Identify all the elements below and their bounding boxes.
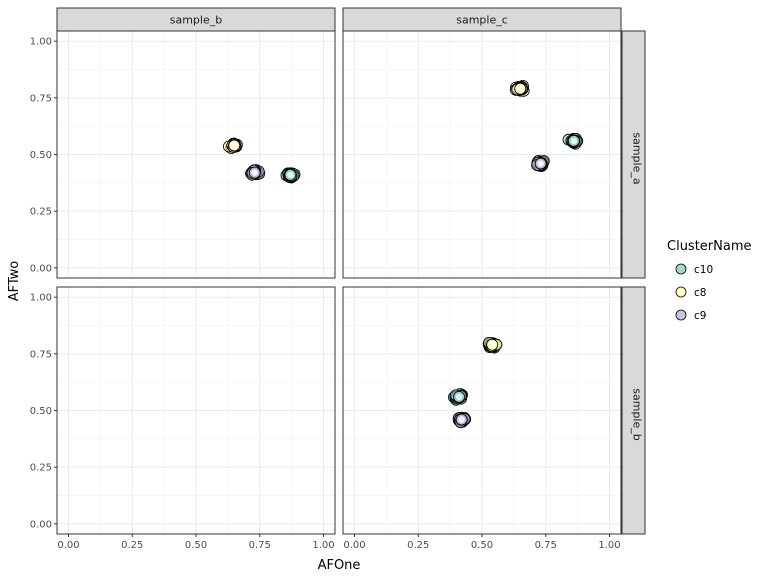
data-point-highlight [489, 341, 496, 348]
x-tick-label: 1.00 [312, 540, 334, 551]
y-tick-label: 1.00 [30, 293, 52, 304]
x-tick-label: 0.50 [471, 540, 493, 551]
x-tick-label: 0.25 [121, 540, 143, 551]
x-tick-label: 0.75 [249, 540, 271, 551]
y-tick-label: 0.50 [30, 150, 52, 161]
cluster-c8-sample_a-sample_b [223, 137, 243, 154]
data-point-highlight [455, 393, 463, 401]
y-tick-label: 0.50 [30, 406, 52, 417]
cluster-c8-sample_a-sample_c [509, 79, 530, 97]
legend-label-c8: c8 [694, 287, 706, 299]
data-point-highlight [570, 137, 578, 145]
legend-label-c9: c9 [694, 310, 706, 322]
cluster-c9-sample_a-sample_b [245, 164, 266, 181]
y-tick-label: 0.25 [30, 207, 52, 218]
data-point-highlight [231, 142, 238, 149]
y-tick-label: 0.00 [30, 519, 52, 530]
cluster-c9-sample_a-sample_c [531, 154, 550, 172]
strip-col-label-sample_c: sample_c [456, 14, 508, 27]
y-tick-label: 0.25 [30, 463, 52, 474]
x-tick-label: 1.00 [598, 540, 620, 551]
strip-col-label-sample_b: sample_b [170, 14, 222, 27]
x-tick-label: 0.25 [407, 540, 429, 551]
data-point-highlight [517, 85, 524, 92]
x-axis-title: AFOne [318, 558, 361, 573]
data-point-highlight [251, 169, 258, 176]
legend-key-c9 [675, 309, 687, 321]
y-tick-label: 0.75 [30, 349, 52, 360]
data-point-highlight [287, 171, 294, 179]
data-point-highlight [537, 160, 544, 167]
cluster-c10-sample_a-sample_c [562, 132, 584, 150]
legend-key-c8 [675, 286, 687, 298]
panel-border [342, 30, 622, 279]
legend-label-c10: c10 [694, 264, 713, 276]
cluster-c10-sample_b-sample_c [448, 388, 468, 406]
x-tick-label: 0.50 [185, 540, 207, 551]
data-point-highlight [458, 416, 465, 423]
legend-title: ClusterName [667, 239, 752, 254]
y-axis-title: AFTwo [7, 261, 22, 302]
y-tick-label: 0.75 [30, 93, 52, 104]
y-tick-label: 1.00 [30, 37, 52, 48]
cluster-c8-sample_b-sample_c [482, 336, 503, 354]
strip-row-label-sample_b: sample_b [631, 388, 644, 440]
y-tick-label: 0.00 [30, 263, 52, 274]
x-tick-label: 0.00 [343, 540, 365, 551]
cluster-c9-sample_b-sample_c [452, 411, 472, 429]
strip-row-sample_a [621, 30, 646, 279]
legend-key-c10 [675, 263, 687, 275]
x-tick-label: 0.00 [57, 540, 79, 551]
cluster-c10-sample_a-sample_b [280, 167, 301, 184]
strip-row-sample_b [621, 286, 646, 535]
strip-row-label-sample_a: sample_a [631, 132, 644, 184]
x-tick-label: 0.75 [535, 540, 557, 551]
